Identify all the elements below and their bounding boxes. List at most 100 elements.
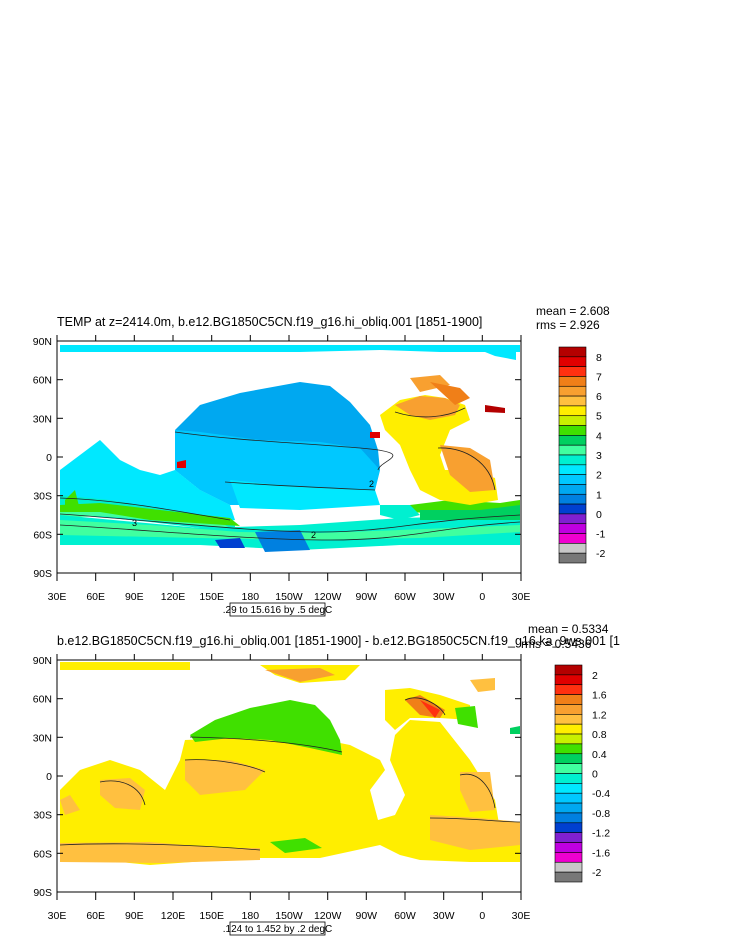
colorbar-swatch — [558, 552, 587, 564]
panel-2: b.e12.BG1850C5CN.f19_g16.hi_obliq.001 [1… — [33, 622, 620, 936]
lon-label: 150E — [199, 910, 224, 922]
colorbar-label: 3 — [596, 450, 602, 462]
colorbar-swatch — [554, 792, 583, 804]
colorbar-swatch — [554, 664, 583, 676]
colorbar-label: 8 — [596, 352, 602, 364]
lon-label: 150W — [275, 591, 303, 603]
panel-1-map: 2 3 2 — [59, 345, 521, 552]
panel-2-map — [59, 662, 521, 865]
colorbar-swatch — [558, 425, 587, 436]
colorbar-swatch — [554, 684, 583, 695]
colorbar-swatch — [554, 842, 583, 853]
colorbar-label: 4 — [596, 430, 602, 442]
colorbar-swatch — [558, 533, 587, 544]
panel-1-contour-label: 3 — [132, 518, 137, 528]
colorbar-swatch — [554, 802, 583, 814]
lon-label: 60W — [394, 910, 416, 922]
colorbar-label: 0 — [596, 509, 602, 521]
colorbar-label: 7 — [596, 371, 602, 383]
colorbar-label: 0.8 — [592, 729, 607, 741]
lon-label: 90E — [125, 910, 144, 922]
colorbar-swatch — [558, 435, 587, 446]
panel-1-rms: rms = 2.926 — [536, 318, 600, 332]
lat-label: 90N — [33, 336, 52, 348]
colorbar-label: 0 — [592, 769, 598, 781]
colorbar-label: -2 — [592, 867, 601, 879]
lat-label: 0 — [46, 771, 52, 783]
panel-1-colorbar: 8 7 6 5 4 3 2 1 0 -1 -2 — [558, 346, 605, 564]
colorbar-swatch — [554, 733, 583, 745]
colorbar-label: 5 — [596, 411, 602, 423]
colorbar-swatch — [554, 694, 583, 705]
colorbar-swatch — [558, 366, 587, 377]
lat-label: 60N — [33, 694, 52, 706]
colorbar-swatch — [554, 861, 583, 873]
lat-label: 30S — [33, 810, 52, 822]
colorbar-label: 6 — [596, 391, 602, 403]
colorbar-label: 1 — [596, 489, 602, 501]
panel-2-range-label: .124 to 1.452 by .2 degC — [223, 924, 333, 935]
colorbar-swatch — [558, 385, 587, 397]
colorbar-swatch — [558, 444, 587, 456]
panel-1-range-box — [229, 602, 326, 617]
lon-label: 60E — [86, 910, 105, 922]
lat-label: 30S — [33, 491, 52, 503]
lat-label: 0 — [46, 452, 52, 464]
lon-label: 150E — [199, 591, 224, 603]
colorbar-swatch — [558, 454, 587, 466]
lon-label: 60E — [86, 591, 105, 603]
panel-1-mean: mean = 2.608 — [536, 304, 610, 318]
colorbar-swatch — [558, 395, 587, 407]
colorbar-swatch — [554, 852, 583, 863]
lon-label: 90W — [356, 591, 378, 603]
lat-label: 30N — [33, 413, 52, 425]
lat-label: 60S — [33, 529, 52, 541]
lat-label: 90S — [33, 887, 52, 899]
panel-2-range-box — [229, 921, 326, 936]
lat-label: 60N — [33, 375, 52, 387]
lon-label: 30E — [512, 910, 531, 922]
panel-2-lon-axis: 30E 60E 90E 120E 150E 180 150W 120W 90W … — [48, 654, 531, 922]
lon-label: 180 — [242, 910, 260, 922]
lon-label: 120W — [314, 591, 342, 603]
panel-2-mean: mean = 0.5334 — [528, 622, 609, 636]
colorbar-swatch — [554, 832, 583, 843]
lon-label: 150W — [275, 910, 303, 922]
panel-2-rms: rms = 0.5436 — [521, 637, 592, 651]
colorbar-label: -1.2 — [592, 828, 610, 840]
colorbar-swatch — [554, 822, 583, 833]
colorbar-swatch — [558, 415, 587, 426]
panel-2-title: b.e12.BG1850C5CN.f19_g16.hi_obliq.001 [1… — [57, 634, 620, 648]
colorbar-swatch — [558, 503, 587, 515]
colorbar-swatch — [558, 474, 587, 485]
lon-label: 30E — [48, 910, 67, 922]
colorbar-label: 0.4 — [592, 749, 607, 761]
panel-1-range-label: .29 to 15.616 by .5 degC — [223, 605, 333, 616]
lat-label: 60S — [33, 848, 52, 860]
panel-1-lon-axis: 30E 60E 90E 120E 150E 180 150W 120W 90W … — [48, 335, 530, 603]
colorbar-label: -1.6 — [592, 847, 610, 859]
colorbar-swatch — [554, 763, 583, 774]
colorbar-swatch — [554, 704, 583, 715]
panel-1-lat-axis: 90N 60N 30N 0 30S 60S 90S — [33, 336, 521, 580]
colorbar-swatch — [554, 723, 583, 735]
colorbar-swatch — [558, 484, 587, 495]
panel-1-title: TEMP at z=2414.0m, b.e12.BG1850C5CN.f19_… — [57, 315, 482, 329]
panel-2-colorbar: 2 1.6 1.2 0.8 0.4 0 -0.4 -0.8 -1.2 -1.6 -2 — [554, 664, 610, 883]
colorbar-swatch — [558, 376, 587, 387]
colorbar-label: -1 — [596, 529, 605, 541]
colorbar-swatch — [558, 543, 587, 554]
lon-label: 90W — [356, 910, 378, 922]
colorbar-label: 1.2 — [592, 709, 607, 721]
lon-label: 30W — [433, 591, 455, 603]
colorbar-label: -0.4 — [592, 788, 610, 800]
colorbar-swatch — [554, 773, 583, 784]
lon-label: 0 — [479, 910, 485, 922]
lon-label: 120E — [161, 591, 186, 603]
colorbar-swatch — [558, 513, 587, 525]
colorbar-swatch — [554, 753, 583, 764]
lon-label: 90E — [125, 591, 144, 603]
lon-label: 180 — [242, 591, 260, 603]
lon-label: 0 — [479, 591, 485, 603]
